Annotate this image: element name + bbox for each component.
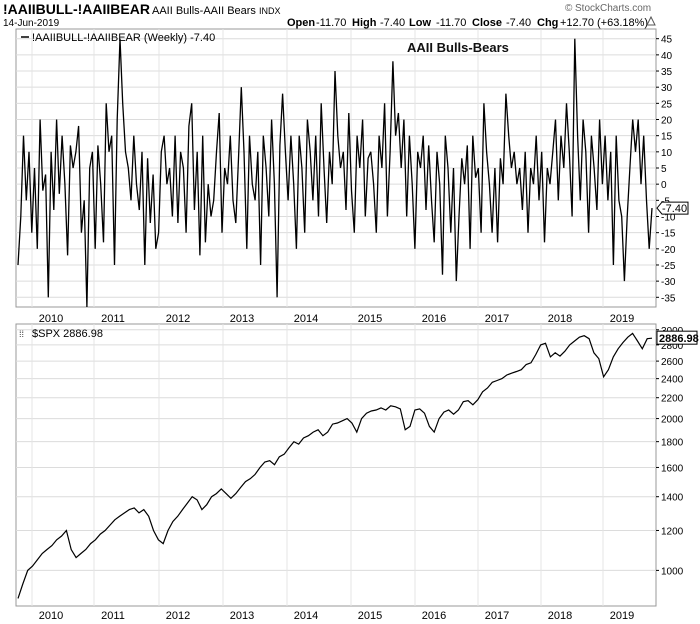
bar-chart-icon: ⁞⁞ — [19, 329, 24, 339]
x-tick-label: 2014 — [294, 610, 318, 622]
y-tick-label: 10 — [661, 148, 673, 159]
panel-bottom-legend: ⁞⁞ $SPX 2886.98 — [19, 328, 103, 340]
x-tick-label: 2019 — [610, 610, 634, 622]
x-tick-label: 2013 — [230, 313, 254, 325]
y-tick-label: 30 — [661, 83, 673, 94]
y-tick-label: 0 — [661, 180, 667, 191]
y-tick-label: -20 — [661, 245, 676, 256]
y-tick-label: 45 — [661, 35, 673, 46]
y-tick-label: 1000 — [661, 566, 684, 577]
y-tick-label: 2200 — [661, 394, 684, 405]
panel-bottom: 3000280026002400220020001800160014001200… — [15, 323, 699, 622]
aaii-spread-line — [17, 38, 653, 308]
top-last-value-tag: -7.40 — [656, 201, 689, 215]
high-value: -7.40 — [380, 17, 405, 29]
symbol-title: !AAIIBULL-!AAIIBEAR — [3, 1, 150, 17]
top-last-value: -7.40 — [662, 203, 687, 215]
x-tick-label: 2017 — [485, 610, 509, 622]
panel-bottom-grid — [16, 324, 656, 606]
y-tick-label: 5 — [661, 164, 667, 175]
x-tick-label: 2013 — [230, 610, 254, 622]
y-tick-label: 1200 — [661, 526, 684, 537]
top-annotation: AAII Bulls-Bears — [407, 40, 509, 55]
low-label: Low — [409, 17, 431, 29]
y-tick-label: -35 — [661, 293, 676, 304]
y-tick-label: 35 — [661, 67, 673, 78]
x-tick-label: 2018 — [548, 610, 572, 622]
y-tick-label: 15 — [661, 132, 673, 143]
exchange-label: INDX — [259, 6, 281, 16]
bottom-legend-text: $SPX 2886.98 — [32, 328, 103, 340]
x-tick-label: 2017 — [485, 313, 509, 325]
y-tick-label: 40 — [661, 51, 673, 62]
chg-value: +12.70 (+63.18%) — [560, 17, 648, 29]
close-label: Close — [472, 17, 502, 29]
brand-label: StockCharts.com — [575, 3, 651, 14]
x-tick-label: 2010 — [39, 610, 63, 622]
spx-price-line — [17, 332, 653, 599]
x-tick-label: 2016 — [422, 313, 446, 325]
y-tick-label: -15 — [661, 229, 676, 240]
x-tick-label: 2019 — [610, 313, 634, 325]
panel-bottom-frame — [15, 323, 657, 607]
panel-top-x-axis: 2010 2011 2012 2013 2014 2015 2016 2017 2018 2019 — [39, 313, 634, 325]
open-label: Open — [287, 17, 315, 29]
y-tick-label: 25 — [661, 99, 673, 110]
x-tick-label: 2012 — [166, 610, 190, 622]
y-tick-label: 2800 — [661, 341, 684, 352]
panel-bottom-x-axis: 2010 2011 2012 2013 2014 2015 2016 2017 2018 2019 — [39, 610, 634, 622]
x-tick-label: 2018 — [548, 313, 572, 325]
copyright-icon: © — [565, 3, 573, 14]
x-tick-label: 2012 — [166, 313, 190, 325]
close-value: -7.40 — [506, 17, 531, 29]
y-tick-label: 2000 — [661, 415, 684, 426]
high-label: High — [352, 17, 377, 29]
x-tick-label: 2014 — [294, 313, 318, 325]
x-tick-label: 2011 — [101, 610, 125, 622]
chg-label: Chg — [537, 17, 558, 29]
triangle-up-icon — [646, 15, 656, 26]
y-tick-label: -25 — [661, 261, 676, 272]
symbol-name: AAII Bulls-AAII Bears — [152, 5, 256, 17]
panel-top-grid — [16, 29, 656, 307]
x-tick-label: 2011 — [101, 313, 125, 325]
x-tick-label: 2010 — [39, 313, 63, 325]
y-tick-label: -30 — [661, 277, 676, 288]
chart-date: 14-Jun-2019 — [3, 18, 60, 29]
top-legend-text: !AAIIBULL-!AAIIBEAR (Weekly) -7.40 — [32, 32, 215, 44]
y-tick-label: -10 — [661, 212, 676, 223]
last-value-box — [656, 330, 698, 345]
open-value: -11.70 — [316, 17, 346, 29]
y-tick-label: 2600 — [661, 357, 684, 368]
panel-top-legend: !AAIIBULL-!AAIIBEAR (Weekly) -7.40 — [21, 32, 215, 44]
x-tick-label: 2015 — [358, 313, 382, 325]
y-tick-label: 1400 — [661, 493, 684, 504]
panel-bottom-y-axis: 3000280026002400220020001800160014001200… — [656, 326, 684, 577]
y-tick-label: 1600 — [661, 463, 684, 474]
y-tick-label: 2400 — [661, 375, 684, 386]
header: !AAIIBULL-!AAIIBEAR AAII Bulls-AAII Bear… — [3, 1, 656, 29]
x-tick-label: 2016 — [422, 610, 446, 622]
bottom-last-value: 2886.98 — [659, 333, 699, 345]
bottom-last-value-tag: 2886.98 — [656, 330, 699, 345]
x-tick-label: 2015 — [358, 610, 382, 622]
y-tick-label: 1800 — [661, 438, 684, 449]
y-tick-label: 20 — [661, 116, 673, 127]
low-value: -11.70 — [436, 17, 466, 29]
last-value-arrow-icon — [656, 201, 689, 215]
